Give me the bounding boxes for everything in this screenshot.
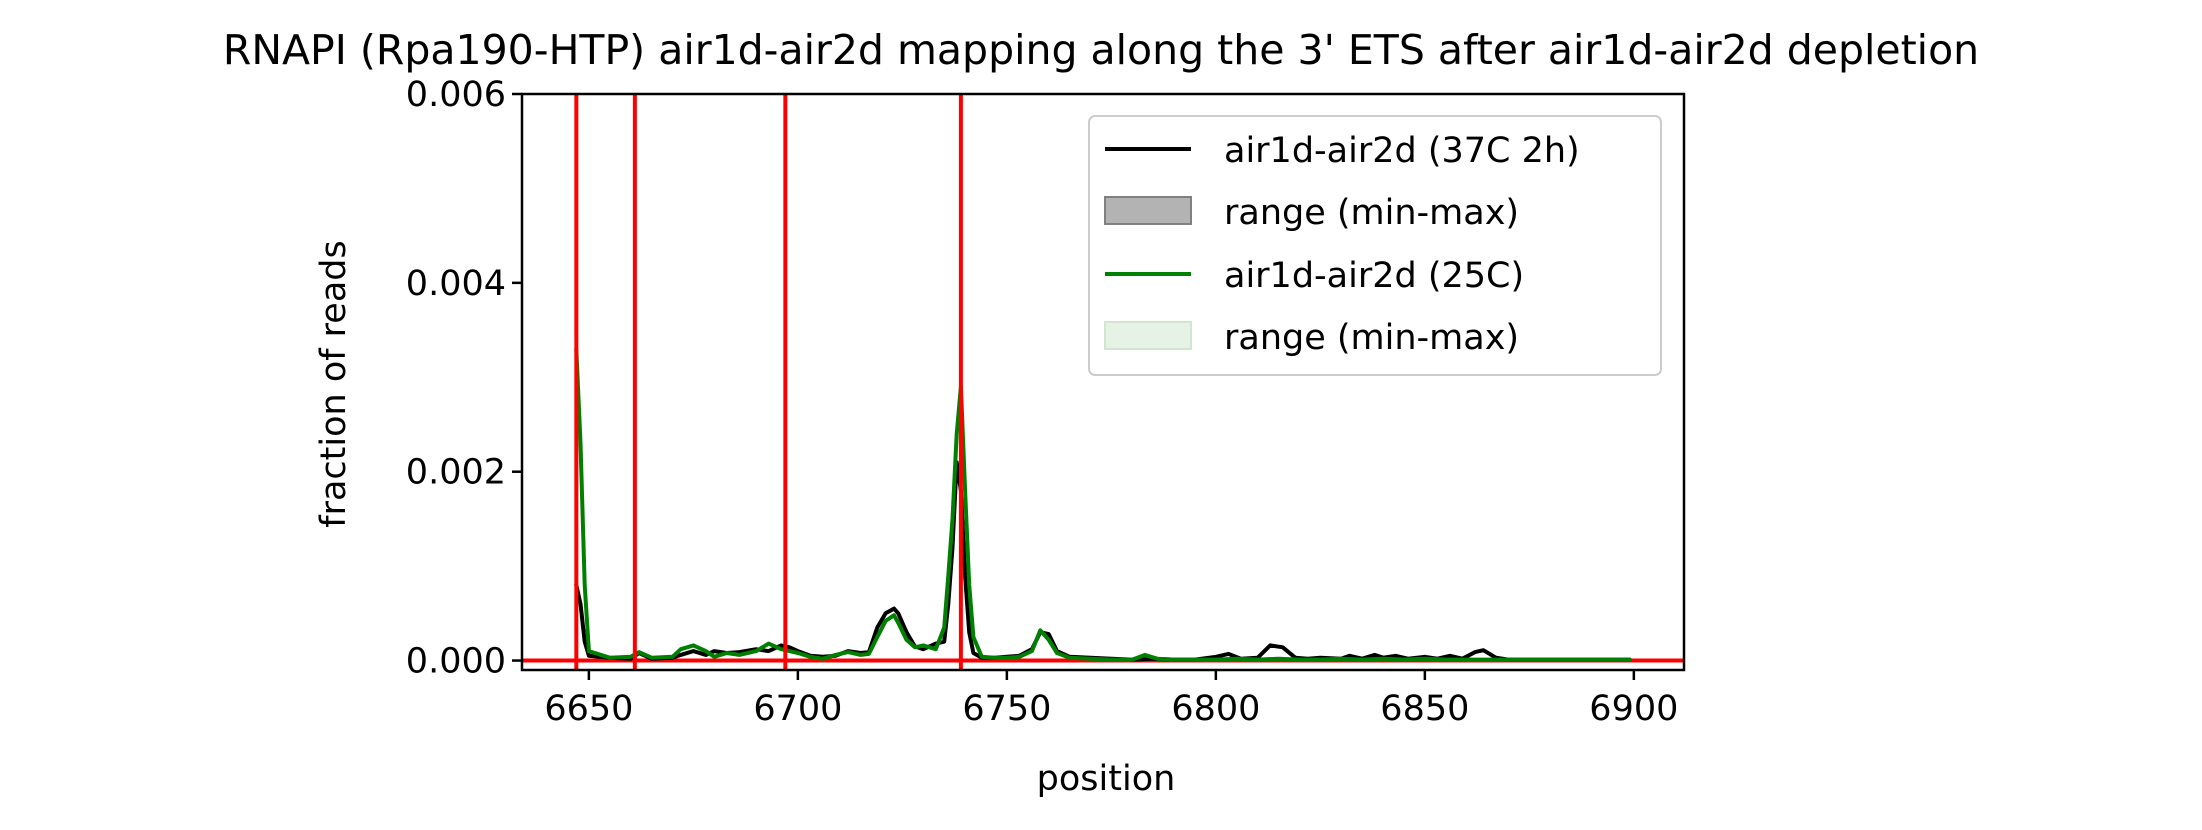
legend: air1d-air2d (37C 2h) range (min-max) air… (1088, 115, 1662, 376)
plot-area (522, 94, 1684, 670)
x-axis-label: position (1037, 759, 1176, 799)
axis-ticks: 6650 6700 6750 6800 6850 6900 0.000 0.002 0.004 0… (406, 75, 1679, 729)
y-tick-label: 0.006 (406, 75, 506, 115)
x-tick-label: 6900 (1589, 689, 1678, 729)
legend-box (1088, 115, 1662, 376)
x-tick-label: 6800 (1171, 689, 1260, 729)
legend-label-range-2: range (min-max) (1224, 318, 1519, 358)
legend-label-series-2: air1d-air2d (25C) (1224, 256, 1524, 296)
legend-label-series-1: air1d-air2d (37C 2h) (1224, 131, 1580, 171)
x-tick-label: 6750 (962, 689, 1051, 729)
y-tick-label: 0.002 (406, 453, 506, 493)
chart-title: RNAPI (Rpa190-HTP) air1d-air2d mapping a… (223, 26, 1979, 74)
y-tick-label: 0.000 (406, 642, 506, 682)
legend-label-range-1: range (min-max) (1224, 193, 1519, 233)
legend-swatch-range-2 (1104, 321, 1192, 350)
x-tick-label: 6850 (1380, 689, 1469, 729)
axes-frame (520, 92, 1686, 672)
series-line (574, 347, 1632, 662)
y-tick-label: 0.004 (406, 264, 506, 304)
x-tick-label: 6700 (753, 689, 842, 729)
legend-swatch-range-1 (1104, 196, 1192, 225)
x-tick-label: 6650 (544, 689, 633, 729)
y-axis-label: fraction of reads (314, 240, 354, 528)
